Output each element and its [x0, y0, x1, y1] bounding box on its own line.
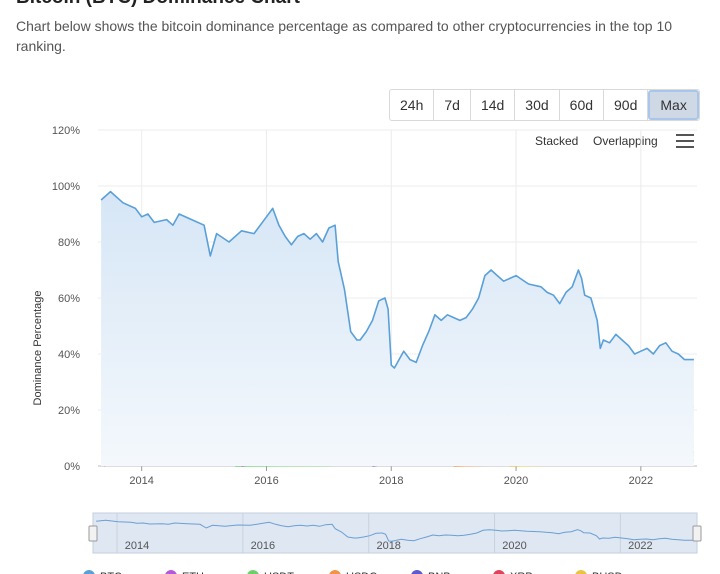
x-tick-label: 2018: [379, 475, 403, 487]
x-tick-label: 2022: [629, 475, 653, 487]
range-button-7d[interactable]: 7d: [434, 90, 471, 120]
hamburger-menu-icon[interactable]: [676, 134, 694, 148]
legend-marker-btc: [83, 570, 95, 574]
navigator-left-handle[interactable]: [88, 525, 98, 542]
x-tick-label: 2014: [129, 475, 153, 487]
legend-marker-usdt: [247, 570, 259, 574]
range-button-max[interactable]: Max: [648, 90, 699, 120]
legend-marker-eth: [165, 570, 177, 574]
legend-label-eth[interactable]: ETH: [182, 571, 204, 574]
y-tick-label: 40%: [58, 349, 80, 361]
navigator-tick-label: 2020: [502, 540, 526, 552]
range-button-24h[interactable]: 24h: [390, 90, 435, 120]
y-tick-label: 20%: [58, 405, 80, 417]
navigator-tick-label: 2022: [628, 540, 652, 552]
navigator-tick-label: 2014: [125, 540, 149, 552]
legend-label-usdt[interactable]: USDT: [264, 571, 294, 574]
range-button-30d[interactable]: 30d: [515, 90, 560, 120]
intro-text: Chart below shows the bitcoin dominance …: [16, 18, 673, 54]
y-tick-label: 80%: [58, 237, 80, 249]
series-area-btc: [101, 191, 694, 466]
range-button-60d[interactable]: 60d: [560, 90, 605, 120]
legend-marker-usdc: [329, 570, 341, 574]
time-range-selector: 24h 7d 14d 30d 60d 90d Max: [389, 89, 700, 121]
y-tick-label: 100%: [52, 181, 80, 193]
range-button-90d[interactable]: 90d: [604, 90, 649, 120]
series-line-btc: [100, 190, 694, 369]
y-tick-label: 120%: [52, 125, 80, 137]
y-tick-label: 60%: [58, 293, 80, 305]
x-tick-label: 2020: [504, 475, 528, 487]
y-axis-label: Dominance Percentage: [32, 291, 44, 406]
stacked-mode-link[interactable]: Stacked: [535, 134, 579, 148]
legend-label-btc[interactable]: BTC: [100, 571, 122, 574]
legend-marker-busd: [575, 570, 587, 574]
navigator-tick-label: 2016: [251, 540, 275, 552]
range-button-14d[interactable]: 14d: [471, 90, 516, 120]
legend-label-busd[interactable]: BUSD: [592, 571, 623, 574]
navigator-series-line: [96, 519, 694, 542]
legend-label-usdc[interactable]: USDC: [346, 571, 377, 574]
page-title: Bitcoin (BTC) Dominance Chart: [16, 0, 300, 9]
legend-marker-xrp: [493, 570, 505, 574]
legend-marker-bnb: [411, 570, 423, 574]
navigator-right-handle[interactable]: [692, 525, 702, 542]
legend-label-xrp[interactable]: XRP: [510, 571, 533, 574]
legend-label-bnb[interactable]: BNB: [428, 571, 451, 574]
x-tick-label: 2016: [254, 475, 278, 487]
navigator-window: [92, 512, 698, 554]
overlapping-mode-link[interactable]: Overlapping: [593, 134, 658, 148]
navigator-tick-label: 2018: [376, 540, 400, 552]
y-tick-label: 0%: [64, 461, 80, 473]
